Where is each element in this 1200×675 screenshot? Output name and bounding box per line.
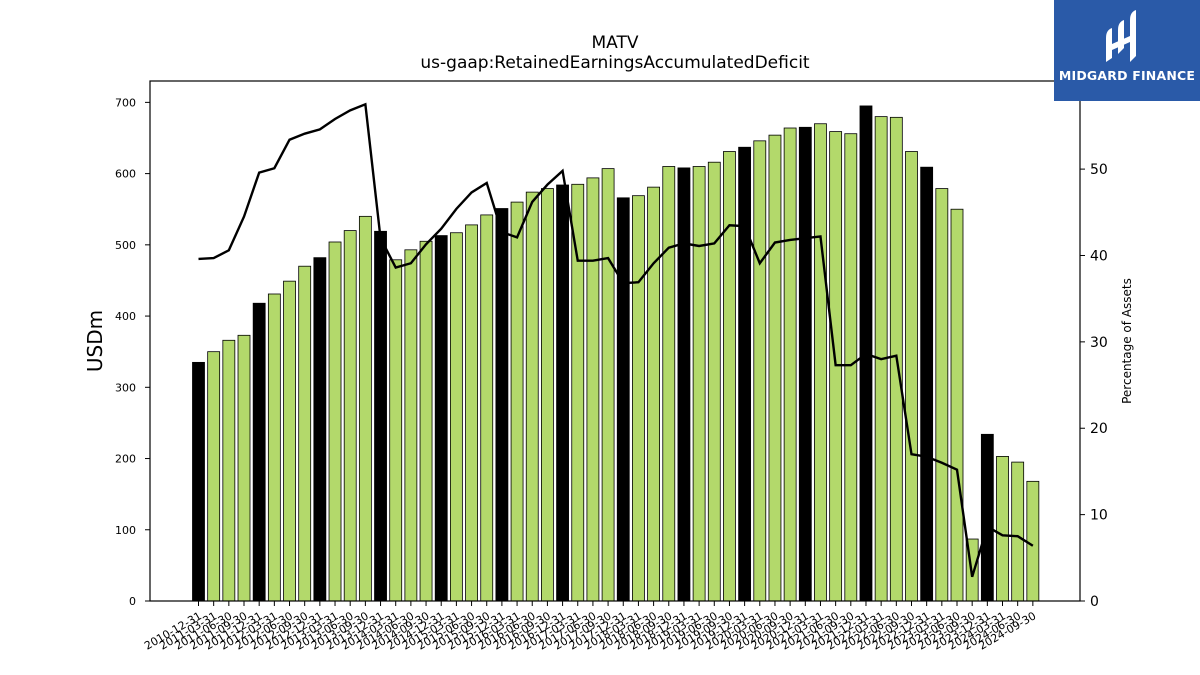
bar-2020-06-30: [768, 134, 782, 602]
bar-2014-06-30: [404, 249, 418, 602]
x-axis: 2010-12-312011-03-312011-06-302011-09-30…: [142, 601, 1038, 653]
bar-2010-12-31: [192, 361, 205, 602]
y-tick-label: 500: [115, 239, 136, 252]
bar-2016-12-31: [556, 184, 569, 602]
y-tick-label: 100: [115, 524, 136, 537]
bar-2016-03-31: [510, 201, 524, 602]
bar-2022-09-30: [905, 151, 918, 602]
bar-2016-06-30: [525, 191, 539, 602]
y-tick-label: 400: [115, 310, 136, 323]
bar-2024-09-30: [1026, 480, 1040, 602]
bar-2019-06-30: [707, 161, 721, 602]
bar-2022-12-31: [920, 166, 934, 602]
y2-tick-label: 20: [1090, 421, 1108, 437]
y2-tick-label: 10: [1090, 508, 1108, 524]
y2-axis-label: Percentage of Assets: [1120, 278, 1134, 404]
y2-tick-label: 40: [1090, 248, 1108, 264]
bar-2016-09-30: [541, 188, 554, 602]
bar-2013-06-30: [343, 230, 357, 602]
y-tick-label: 600: [115, 168, 136, 181]
y-tick-label: 200: [115, 453, 136, 466]
bar-2012-03-31: [267, 293, 281, 602]
bar-2017-12-31: [616, 197, 630, 602]
bar-2018-12-31: [677, 167, 691, 602]
y-tick-label: 700: [115, 96, 136, 109]
midgard-logo-icon: [1106, 10, 1136, 62]
bar-2017-06-30: [586, 177, 600, 602]
midgard-finance-logo: MIDGARD FINANCE: [1054, 0, 1200, 101]
bar-2015-03-31: [449, 232, 463, 602]
bar-group: [192, 105, 1040, 602]
chart-title: MATV: [592, 33, 639, 53]
bar-2013-09-30: [358, 215, 372, 602]
bar-2014-09-30: [419, 240, 433, 602]
bar-2020-03-31: [753, 140, 767, 602]
bar-2024-03-31: [996, 455, 1009, 602]
bar-2020-09-30: [783, 127, 797, 602]
bar-2015-06-30: [465, 224, 478, 602]
plot-frame: [149, 80, 1081, 602]
bar-2024-06-30: [1011, 461, 1025, 602]
logo-text: MIDGARD FINANCE: [1058, 68, 1196, 83]
y-tick-label: 300: [115, 381, 136, 394]
bar-2023-06-30: [950, 208, 964, 602]
bar-2011-09-30: [237, 334, 251, 602]
bar-2012-09-30: [298, 265, 312, 602]
bar-2018-06-30: [647, 186, 660, 602]
bar-2014-03-31: [389, 259, 403, 602]
y-axis-label: USDm: [83, 310, 107, 372]
percentage-line: [198, 102, 1034, 578]
y-tick-label: 0: [129, 595, 136, 608]
bar-2013-03-31: [328, 241, 342, 602]
bar-2023-12-31: [980, 433, 994, 602]
bar-2021-03-31: [814, 123, 827, 602]
bar-2017-09-30: [601, 168, 615, 602]
bar-2012-06-30: [283, 280, 296, 602]
chart-subtitle: us-gaap:RetainedEarningsAccumulatedDefic…: [420, 53, 810, 73]
bar-2013-12-31: [374, 230, 387, 602]
bar-2021-09-30: [844, 133, 858, 602]
y2-tick-label: 0: [1090, 594, 1099, 610]
bar-2012-12-31: [313, 257, 327, 602]
bar-2019-12-31: [738, 146, 752, 602]
y-axis: 0 100 200 300 400 500 600 700: [115, 96, 150, 608]
bar-2014-12-31: [434, 235, 448, 602]
bar-2011-03-31: [207, 351, 221, 602]
bar-2020-12-31: [798, 126, 812, 602]
bar-2023-03-31: [935, 188, 949, 602]
y2-tick-label: 50: [1090, 162, 1108, 178]
y2-tick-label: 30: [1090, 335, 1108, 351]
bar-2018-03-31: [632, 195, 645, 602]
bar-2015-12-31: [495, 208, 509, 602]
bar-2019-09-30: [723, 151, 736, 602]
bar-2018-09-30: [662, 166, 676, 602]
bar-2015-09-30: [480, 214, 494, 602]
bar-2011-06-30: [222, 339, 236, 602]
bar-2011-12-31: [252, 302, 266, 602]
bar-2017-03-31: [571, 183, 585, 602]
y2-axis: 0 10 20 30 40 50: [1080, 162, 1108, 610]
bar-2019-03-31: [692, 166, 706, 602]
